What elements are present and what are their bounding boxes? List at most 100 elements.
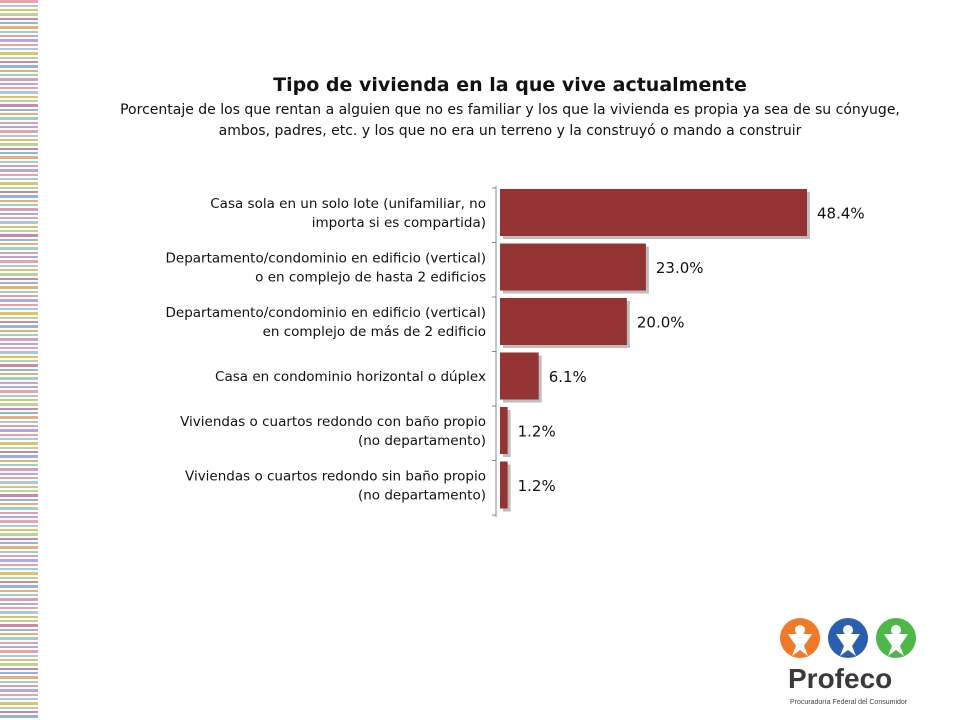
bar (500, 298, 627, 345)
stripe (0, 18, 38, 20)
stripe (0, 243, 38, 245)
stripe (0, 468, 38, 471)
stripe (0, 9, 38, 11)
stripe (0, 130, 38, 133)
stripe (0, 256, 38, 258)
stripe (0, 269, 38, 271)
bar (500, 189, 807, 236)
stripe (0, 78, 38, 81)
stripe (0, 373, 38, 375)
stripe (0, 96, 38, 98)
stripe (0, 234, 38, 237)
stripe (0, 598, 38, 601)
profeco-logo: Profeco Procuraduría Federal del Consumi… (780, 618, 916, 706)
stripe (0, 286, 38, 289)
stripe (0, 533, 38, 536)
stripe (0, 104, 38, 107)
stripe (0, 637, 38, 640)
stripe (0, 429, 38, 432)
stripe (0, 473, 38, 475)
stripe (0, 65, 38, 68)
category-label: (no departamento) (358, 433, 486, 449)
stripe (0, 273, 38, 276)
stripe (0, 260, 38, 263)
stripe (0, 377, 38, 380)
stripe (0, 577, 38, 579)
stripe (0, 494, 38, 497)
stripe (0, 35, 38, 37)
stripe (0, 455, 38, 458)
stripe (0, 611, 38, 614)
stripe (0, 663, 38, 666)
stripe (0, 200, 38, 202)
stripe (0, 369, 38, 371)
stripe (0, 191, 38, 193)
stripe (0, 195, 38, 198)
stripe (0, 616, 38, 618)
stripe (0, 442, 38, 445)
bar-value-label: 1.2% (518, 423, 556, 441)
stripe (0, 356, 38, 358)
stripe (0, 360, 38, 362)
stripe (0, 525, 38, 527)
stripe (0, 57, 38, 59)
bar-value-label: 48.4% (817, 205, 865, 223)
title-block: Tipo de vivienda en la que vive actualme… (100, 74, 920, 142)
stripe (0, 659, 38, 661)
stripe (0, 22, 38, 24)
bar-value-label: 23.0% (656, 259, 704, 277)
stripe (0, 694, 38, 696)
stripe (0, 70, 38, 72)
stripe (0, 321, 38, 323)
stripe (0, 520, 38, 523)
stripe (0, 317, 38, 319)
stripe (0, 698, 38, 700)
stripe (0, 13, 38, 16)
stripe (0, 44, 38, 46)
bar (500, 407, 508, 454)
stripe (0, 655, 38, 657)
stripe (0, 572, 38, 575)
stripe (0, 581, 38, 583)
stripe (0, 91, 38, 94)
stripe (0, 689, 38, 692)
stripe (0, 603, 38, 605)
stripe (0, 312, 38, 315)
stripe (0, 650, 38, 653)
logo-figures-icon (780, 618, 916, 658)
stripe (0, 87, 38, 89)
stripe (0, 434, 38, 436)
stripe (0, 174, 38, 176)
stripe (0, 139, 38, 141)
stripe (0, 715, 38, 718)
bar (500, 461, 508, 509)
stripe (0, 161, 38, 163)
stripe (0, 351, 38, 354)
stripe (0, 338, 38, 341)
stripe (0, 330, 38, 332)
stripe (0, 481, 38, 484)
stripe (0, 624, 38, 627)
stripe (0, 486, 38, 488)
category-label: Casa sola en un solo lote (unifamiliar, … (210, 196, 486, 212)
logo-tagline: Procuraduría Federal del Consumidor (790, 699, 908, 706)
logo-wordmark: Profeco (788, 663, 892, 694)
stripe (0, 165, 38, 167)
stripe (0, 451, 38, 453)
stripe (0, 109, 38, 111)
category-label: o en complejo de hasta 2 edificios (255, 270, 486, 286)
stripe (0, 135, 38, 137)
stripe (0, 702, 38, 705)
stripe (0, 126, 38, 128)
stripe (0, 386, 38, 388)
stripe (0, 546, 38, 549)
stripe (0, 226, 38, 228)
stripe (0, 707, 38, 709)
stripe (0, 412, 38, 414)
stripe (0, 117, 38, 120)
stripe (0, 169, 38, 172)
stripe (0, 208, 38, 211)
category-label: en complejo de más de 2 edificio (263, 324, 486, 340)
stripe (0, 252, 38, 254)
stripe (0, 217, 38, 219)
